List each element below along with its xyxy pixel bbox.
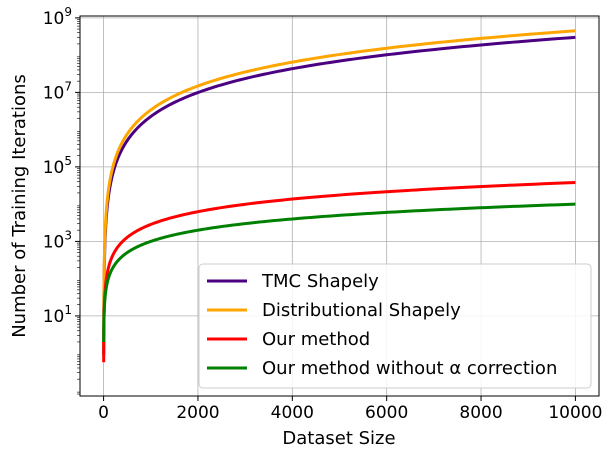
x-tick-label: 0	[98, 403, 109, 423]
legend-label: Distributional Shapely	[262, 300, 461, 321]
x-tick-label: 2000	[176, 403, 219, 423]
y-tick-label: 101	[43, 303, 72, 327]
x-tick-label: 6000	[365, 403, 408, 423]
legend-label: TMC Shapely	[261, 271, 379, 292]
legend-label: Our method without α correction	[262, 358, 557, 379]
y-tick-label: 105	[43, 154, 72, 178]
y-tick-label: 109	[43, 5, 72, 29]
series-line-our-method-without-correction	[102, 202, 576, 344]
x-tick-label: 10000	[548, 403, 602, 423]
y-axis-ticks: 101 103 105 107 109	[43, 5, 80, 395]
legend-label: Our method	[262, 329, 370, 350]
y-tick-label: 107	[43, 79, 72, 103]
grid-lines	[80, 16, 599, 396]
y-axis-label: Number of Training Iterations	[9, 74, 30, 338]
x-tick-label: 8000	[459, 403, 502, 423]
legend-box	[198, 263, 592, 389]
legend: TMC Shapely Distributional Shapely Our met…	[198, 263, 592, 389]
x-axis-label: Dataset Size	[282, 428, 395, 449]
series-lines	[102, 29, 576, 364]
series-line-distributional-shapely	[102, 29, 576, 349]
y-tick-label: 103	[43, 228, 72, 252]
x-axis-ticks: 0 2000 4000 6000 8000 10000	[98, 396, 602, 423]
x-tick-label: 4000	[271, 403, 314, 423]
